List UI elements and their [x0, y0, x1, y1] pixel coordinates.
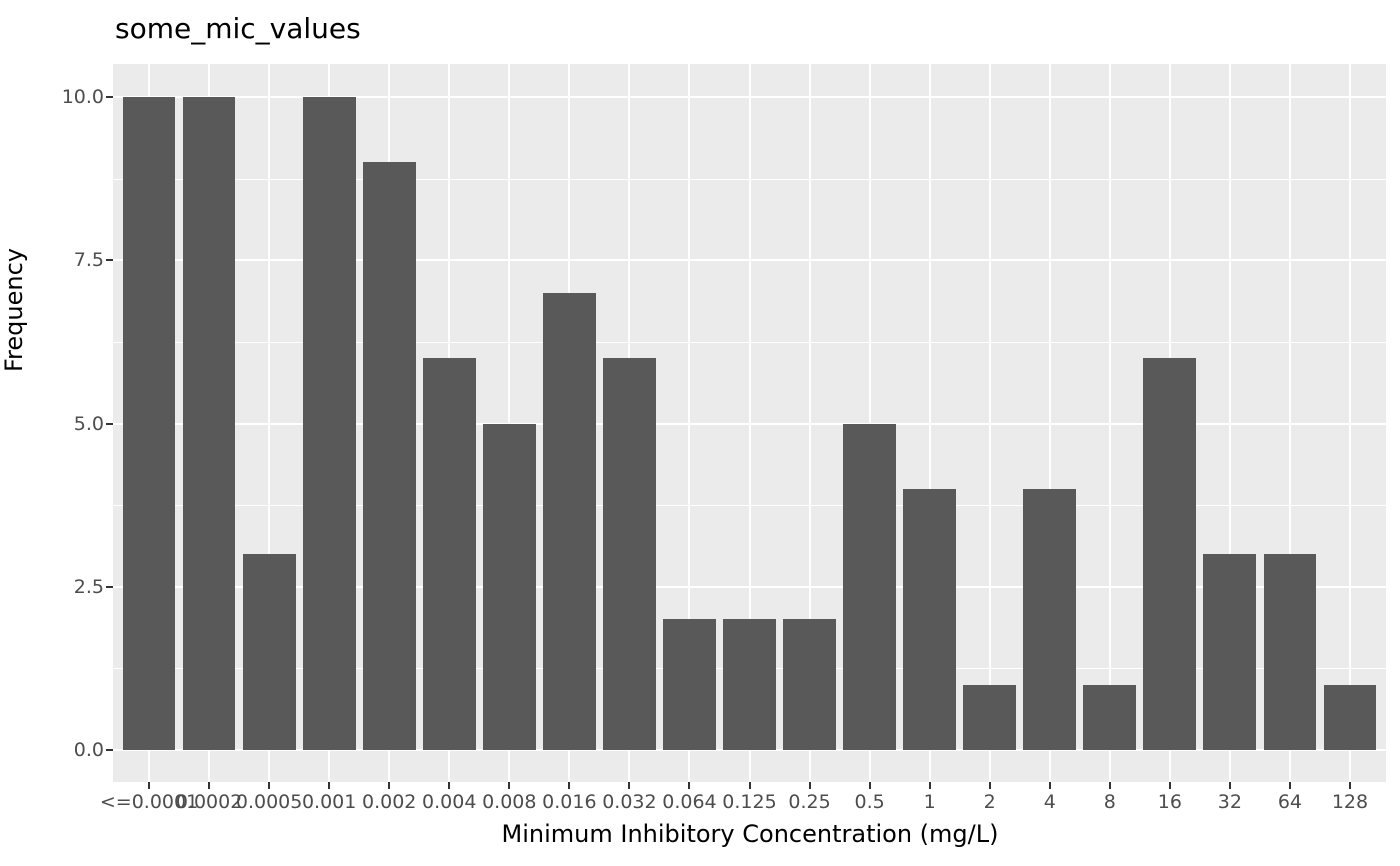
bar [1263, 554, 1317, 750]
x-tick-mark [1228, 782, 1231, 789]
x-tick-label: 0.001 [301, 791, 357, 813]
x-tick-mark [868, 782, 871, 789]
bar [1023, 488, 1077, 750]
x-tick-label: 0.064 [662, 791, 717, 813]
y-axis-title: Frequency [0, 248, 28, 373]
bar [1203, 554, 1257, 750]
bar [1083, 684, 1137, 750]
x-tick-mark [1288, 782, 1291, 789]
x-axis-title: Minimum Inhibitory Concentration (mg/L) [501, 820, 999, 848]
x-tick-mark [988, 782, 991, 789]
y-tick-mark [106, 422, 113, 425]
x-tick-mark [1168, 782, 1171, 789]
bar [1323, 684, 1377, 750]
x-tick-label: 0.008 [482, 791, 537, 813]
gridline-minor [113, 342, 1386, 343]
x-tick-label: 32 [1217, 791, 1242, 813]
y-tick-label: 7.5 [73, 249, 104, 272]
x-tick-label: 8 [1103, 791, 1116, 813]
x-tick-label: 2 [983, 791, 996, 813]
gridline-major [113, 586, 1386, 588]
x-tick-label: 0.0005 [235, 791, 303, 813]
x-tick-label: 0.032 [602, 791, 657, 813]
x-tick-mark [628, 782, 631, 789]
x-tick-mark [268, 782, 271, 789]
y-tick-label: 5.0 [73, 412, 104, 435]
x-tick-label: 0.5 [854, 791, 885, 813]
gridline-major [113, 749, 1386, 751]
plot-panel [113, 64, 1386, 782]
x-tick-mark [328, 782, 331, 789]
y-tick-mark [106, 749, 113, 751]
y-tick-mark [106, 96, 113, 98]
x-tick-mark [688, 782, 691, 789]
x-tick-label: 0.0002 [175, 791, 243, 813]
y-tick-label: 0.0 [73, 739, 104, 761]
x-tick-label: 0.004 [422, 791, 477, 813]
bar [903, 488, 957, 750]
bar [362, 162, 416, 750]
x-tick-mark [1348, 782, 1351, 789]
x-tick-mark [1108, 782, 1111, 789]
y-tick-label: 2.5 [73, 575, 104, 598]
bar [542, 292, 596, 750]
y-tick-mark [106, 585, 113, 588]
x-tick-label: 16 [1157, 791, 1182, 813]
bar [122, 97, 176, 750]
bar [422, 358, 476, 750]
x-tick-label: 128 [1331, 791, 1369, 813]
x-tick-label: 64 [1277, 791, 1303, 813]
bar [1143, 358, 1197, 750]
x-tick-mark [748, 782, 751, 789]
x-tick-label: <=0.0001 [99, 791, 199, 813]
x-tick-mark [808, 782, 811, 789]
bar [302, 97, 356, 750]
bar [663, 619, 716, 750]
x-tick-label: 1 [923, 791, 936, 813]
gridline-major [113, 96, 1386, 98]
bar [783, 619, 836, 750]
x-tick-mark [928, 782, 931, 789]
bar [843, 423, 896, 750]
gridline-minor [113, 505, 1386, 506]
bar [482, 423, 536, 750]
y-tick-mark [106, 259, 113, 262]
gridline-major [113, 259, 1386, 261]
gridline-minor [113, 179, 1386, 180]
x-tick-label: 0.25 [788, 791, 831, 813]
x-tick-mark [388, 782, 391, 789]
x-tick-mark [208, 782, 211, 789]
x-tick-label: 4 [1043, 791, 1056, 813]
x-tick-mark [448, 782, 451, 789]
y-tick-label: 10.0 [61, 86, 104, 108]
x-tick-mark [508, 782, 511, 789]
x-tick-label: 0.125 [722, 791, 777, 813]
bar [723, 619, 776, 750]
x-tick-label: 0.016 [542, 791, 597, 813]
bar [242, 554, 296, 750]
bar [602, 358, 656, 750]
x-tick-mark [148, 782, 151, 789]
bar [963, 684, 1017, 750]
plot-title: some_mic_values [115, 12, 361, 45]
x-tick-mark [1048, 782, 1051, 789]
x-tick-label: 0.002 [362, 791, 417, 813]
x-tick-mark [568, 782, 571, 789]
gridline-major [113, 423, 1386, 425]
bar [182, 97, 236, 750]
